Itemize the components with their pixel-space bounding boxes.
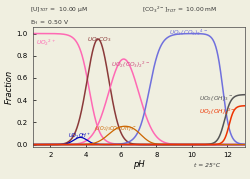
Text: E$_H$ =  0.50 V: E$_H$ = 0.50 V xyxy=(30,18,69,27)
Y-axis label: Fraction: Fraction xyxy=(4,70,14,104)
Text: UO$_2$CO$_3$: UO$_2$CO$_3$ xyxy=(88,35,112,44)
Text: UO$_2$$^{2+}$: UO$_2$$^{2+}$ xyxy=(36,38,56,48)
X-axis label: pH: pH xyxy=(133,160,144,169)
Text: [CO$_3$$^{2-}$]$_{TOT}$ =  10.00 mM: [CO$_3$$^{2-}$]$_{TOT}$ = 10.00 mM xyxy=(142,5,218,15)
Text: [U]$_{TOT}$ =  10.00 μM: [U]$_{TOT}$ = 10.00 μM xyxy=(30,5,88,14)
Text: t = 25°C: t = 25°C xyxy=(194,163,220,168)
Text: UO$_2$(OH)$_4$$^{2-}$: UO$_2$(OH)$_4$$^{2-}$ xyxy=(199,106,235,117)
Text: UO$_2$(CO$_3$)$_3$$^{4-}$: UO$_2$(CO$_3$)$_3$$^{4-}$ xyxy=(169,28,208,38)
Text: UO$_2$(OH)$_3$$^-$: UO$_2$(OH)$_3$$^-$ xyxy=(199,94,233,103)
Text: (UO$_2$)$_3$CO$_3$(OH)$_3$$^-$: (UO$_2$)$_3$CO$_3$(OH)$_3$$^-$ xyxy=(94,124,138,133)
Text: UO$_2$OH$^+$: UO$_2$OH$^+$ xyxy=(68,132,91,141)
Text: UO$_2$(CO$_3$)$_2$$^{2-}$: UO$_2$(CO$_3$)$_2$$^{2-}$ xyxy=(111,60,150,70)
